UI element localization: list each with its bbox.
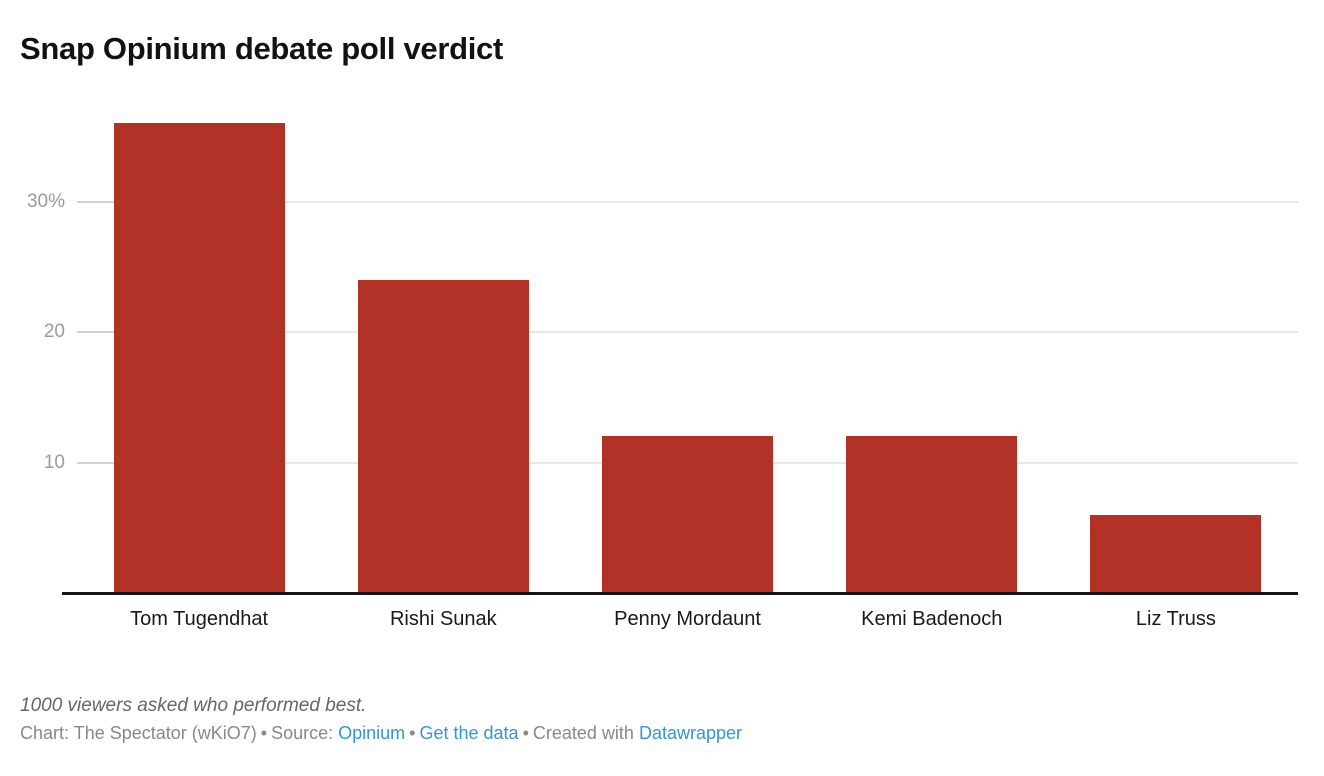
footer-source-label: Source: (271, 723, 334, 743)
gridline-20 (77, 331, 1298, 333)
axis-tick-30 (77, 200, 114, 203)
bar-rishi-sunak (357, 279, 529, 593)
x-axis-label-liz-truss: Liz Truss (1135, 608, 1216, 630)
footer-credit: Chart: The Spectator (wKiO7) (20, 723, 257, 743)
plot-area: 10 20 30% (27, 95, 1298, 595)
bar-tom-tugendhat (113, 123, 285, 593)
chart-footnote: 1000 viewers asked who performed best. (20, 695, 367, 716)
axis-tick-20 (77, 331, 114, 333)
chart-title: Snap Opinium debate poll verdict (20, 30, 504, 66)
footer-created-with-label: Created with (532, 723, 634, 743)
x-axis-label-tom-tugendhat: Tom Tugendhat (130, 608, 269, 630)
bar-column-kemi-badenoch (810, 95, 1054, 593)
footer-separator: • (409, 723, 416, 743)
bars-row (77, 95, 1298, 593)
x-axis-line (62, 592, 1298, 595)
axis-tick-10 (77, 461, 114, 464)
bar-column-tom-tugendhat (77, 95, 321, 593)
bar-kemi-badenoch (846, 436, 1018, 593)
footer-source-link[interactable]: Opinium (338, 723, 406, 743)
x-axis-label-penny-mordaunt: Penny Mordaunt (614, 608, 761, 630)
y-axis-label-30: 30% (26, 190, 65, 212)
x-axis-label-kemi-badenoch: Kemi Badenoch (861, 608, 1003, 630)
bar-liz-truss (1090, 514, 1262, 593)
bar-column-rishi-sunak (321, 95, 565, 593)
x-axis-label-rishi-sunak: Rishi Sunak (389, 608, 497, 630)
footer-get-data-link[interactable]: Get the data (419, 723, 519, 743)
footer-datawrapper-link[interactable]: Datawrapper (638, 723, 743, 743)
footer-separator: • (260, 723, 268, 743)
y-axis-label-20: 20 (43, 321, 65, 342)
footer-separator: • (522, 723, 529, 743)
x-axis-labels: Tom Tugendhat Rishi Sunak Penny Mordaunt Ke… (77, 608, 1298, 631)
chart-footer: Chart: The Spectator (wKiO7) • Source: Opi… (20, 723, 742, 744)
bar-penny-mordaunt (602, 436, 773, 593)
y-axis-label-10: 10 (43, 451, 65, 473)
bar-column-penny-mordaunt (565, 95, 809, 593)
gridline-30 (77, 200, 1298, 203)
bar-column-liz-truss (1054, 95, 1298, 593)
